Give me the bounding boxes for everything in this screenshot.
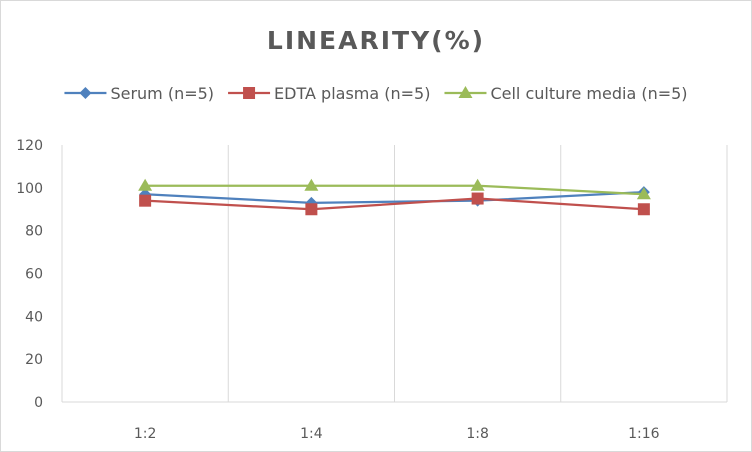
y-tick-label: 100 xyxy=(16,181,43,197)
legend-item: Cell culture media (n=5) xyxy=(444,84,688,103)
series-line xyxy=(145,184,644,196)
data-point xyxy=(637,203,650,216)
legend-label: Serum (n=5) xyxy=(110,84,214,103)
y-tick-label: 120 xyxy=(16,138,43,154)
y-axis: 0 20 40 60 80 100 120 xyxy=(16,138,43,411)
y-tick-label: 20 xyxy=(25,352,43,368)
data-point xyxy=(139,194,152,207)
legend: Serum (n=5) EDTA plasma (n=5) Cell culture… xyxy=(64,84,688,103)
data-point xyxy=(138,178,153,191)
y-tick-label: 40 xyxy=(25,309,43,325)
legend-item: Serum (n=5) xyxy=(64,84,214,103)
data-point xyxy=(304,178,319,191)
legend-label: Cell culture media (n=5) xyxy=(490,84,687,103)
legend-item: EDTA plasma (n=5) xyxy=(228,84,430,103)
x-tick-label: 1:8 xyxy=(466,426,489,442)
grid xyxy=(61,145,728,403)
legend-swatch-marker xyxy=(79,87,92,99)
legend-swatch-marker xyxy=(243,87,256,99)
x-tick-label: 1:2 xyxy=(134,426,157,442)
series-line xyxy=(145,190,644,204)
legend-label: EDTA plasma (n=5) xyxy=(274,84,430,103)
y-tick-label: 0 xyxy=(34,395,43,411)
y-tick-label: 60 xyxy=(25,267,43,283)
series-group xyxy=(138,178,651,216)
data-point xyxy=(305,203,318,216)
data-point xyxy=(470,178,485,191)
data-point xyxy=(636,187,651,200)
series xyxy=(138,178,651,200)
series xyxy=(139,192,650,216)
chart-title: LINEARITY(%) xyxy=(267,26,485,55)
x-axis: 1:2 1:4 1:8 1:16 xyxy=(134,426,660,442)
series-line xyxy=(145,197,644,211)
x-tick-label: 1:16 xyxy=(628,426,660,442)
data-point xyxy=(471,192,484,205)
x-tick-label: 1:4 xyxy=(300,426,323,442)
legend-swatch-marker xyxy=(458,86,473,98)
y-tick-label: 80 xyxy=(25,224,43,240)
